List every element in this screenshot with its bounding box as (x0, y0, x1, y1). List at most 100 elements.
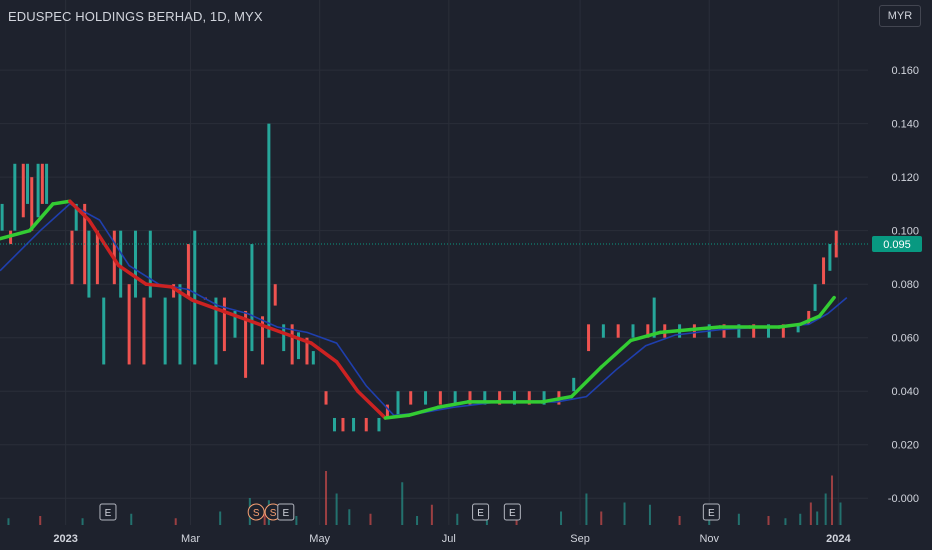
moving-average-segment (540, 394, 574, 404)
price-bar (30, 177, 34, 231)
price-bar (186, 244, 190, 298)
marker-box (99, 503, 117, 521)
moving-average-segment (250, 319, 284, 335)
price-bar (13, 163, 17, 231)
price-bar (512, 391, 516, 405)
price-bar (70, 230, 74, 285)
price-bar (542, 391, 546, 405)
earnings-marker[interactable]: E (277, 503, 295, 521)
price-bar (222, 297, 226, 352)
earnings-marker[interactable]: E (472, 503, 490, 521)
price-bar (483, 391, 487, 405)
volume-bar (335, 493, 338, 525)
price-bar (834, 230, 838, 258)
price-bar (261, 316, 265, 365)
moving-average-segment (87, 218, 121, 268)
price-bar (646, 324, 650, 338)
price-bar (142, 297, 146, 365)
volume-bar (263, 513, 266, 525)
price-bar (250, 244, 254, 352)
marker-label: S (253, 508, 260, 519)
x-tick-label: 2023 (53, 533, 77, 545)
y-tick-label: 0.140 (891, 119, 919, 131)
price-bar (332, 417, 336, 432)
price-bar (45, 163, 49, 204)
price-bar (193, 230, 197, 365)
last-price-badge: 0.095 (872, 236, 922, 253)
moving-average-segment (27, 202, 55, 233)
moving-average-segment (658, 327, 692, 335)
moving-average-segment (569, 365, 603, 399)
earnings-marker[interactable]: E (503, 503, 521, 521)
volume-bar (430, 504, 433, 525)
price-bar (652, 297, 656, 338)
moving-average-segment (599, 338, 633, 369)
price-bar (587, 324, 591, 352)
price-bar (438, 391, 442, 405)
volume-bar (809, 502, 812, 525)
volume-bar (737, 513, 740, 525)
price-bar (178, 284, 182, 365)
volume-bar (369, 513, 372, 525)
volume-bar (585, 493, 588, 525)
price-bar (424, 391, 428, 405)
moving-average-segment (777, 322, 803, 329)
marker-box (702, 503, 720, 521)
price-bar (807, 310, 811, 325)
price-bar (297, 332, 301, 360)
moving-average-segment (116, 263, 148, 286)
price-bar (119, 230, 123, 298)
marker-label: E (477, 508, 484, 519)
marker-box (277, 503, 295, 521)
price-bar (102, 297, 106, 365)
earnings-marker[interactable]: E (702, 503, 720, 521)
price-bar (572, 377, 576, 392)
y-tick-label: 0.080 (891, 279, 919, 291)
moving-average-segment (817, 295, 836, 319)
moving-average-segment (51, 199, 72, 206)
last-price-box (872, 236, 922, 253)
x-tick-label: Sep (570, 533, 590, 545)
price-bar (631, 324, 635, 338)
split-marker[interactable]: S (247, 503, 265, 521)
marker-label: S (270, 508, 277, 519)
price-bar (364, 417, 368, 432)
price-bar (163, 297, 167, 365)
price-bar (74, 203, 78, 231)
price-bar (148, 230, 152, 298)
moving-average-segment (629, 330, 663, 343)
volume-bar (678, 516, 681, 525)
x-tick-label: Mar (181, 533, 200, 545)
price-bar (273, 284, 277, 306)
volume-bar (130, 513, 133, 525)
y-tick-label: 0.060 (891, 333, 919, 345)
volume-bar (174, 518, 177, 525)
moving-average-segment (68, 199, 91, 222)
time-axis[interactable]: 2023 Mar May Jul Sep Nov 2024 (53, 533, 851, 545)
price-bar (133, 230, 137, 298)
volume-bar (295, 516, 298, 525)
currency-button[interactable]: MYR (879, 5, 921, 27)
x-tick-label: Nov (699, 533, 719, 545)
volume-bar (767, 516, 770, 525)
moving-average-segment (798, 314, 822, 327)
price-bar (290, 324, 294, 365)
price-bar (813, 284, 817, 311)
price-axis[interactable]: 0.160 0.140 0.120 0.100 0.080 0.060 0.040 0.020… (888, 65, 919, 505)
price-bar (40, 163, 44, 204)
marker-label: E (509, 508, 516, 519)
indicator-lines (0, 199, 848, 420)
price-bar (282, 324, 286, 352)
price-bar (341, 417, 345, 432)
price-bar (766, 324, 770, 338)
earnings-marker[interactable]: E (99, 503, 117, 521)
volume-bar (7, 518, 10, 525)
price-bar (396, 391, 400, 418)
price-bar (468, 391, 472, 405)
price-bar (214, 297, 218, 365)
volume-bar (839, 502, 842, 525)
price-bars (0, 123, 838, 432)
